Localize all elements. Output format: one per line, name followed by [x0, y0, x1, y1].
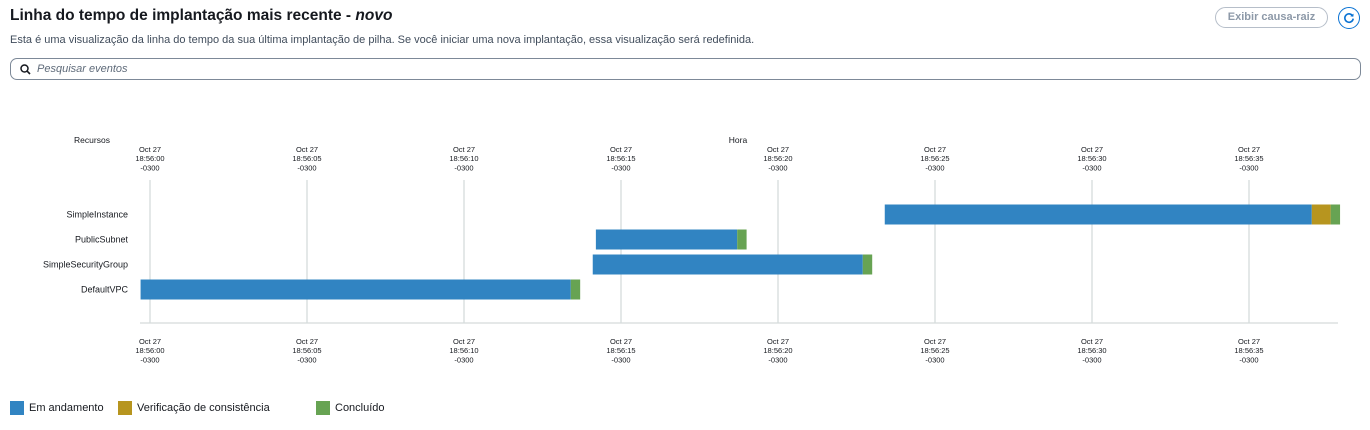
- page-title: Linha do tempo de implantação mais recen…: [10, 7, 392, 25]
- timeline-bar-complete[interactable]: [737, 229, 747, 250]
- legend: Em andamento Verificação de consistência…: [10, 401, 385, 415]
- timeline-bars: [140, 204, 1341, 300]
- timeline-bar-complete[interactable]: [862, 254, 873, 275]
- title-text: Linha do tempo de implantação mais recen…: [10, 7, 342, 24]
- title-new-badge: novo: [355, 7, 393, 24]
- legend-label-consistency: Verificação de consistência: [137, 402, 270, 414]
- legend-label-complete: Concluído: [335, 402, 385, 414]
- resource-label: DefaultVPC: [81, 285, 129, 295]
- top-tick-label: Oct 27 18:56:35 -0300: [1234, 145, 1263, 172]
- tick-labels: Oct 27 18:56:00 -0300 Oct 27 18:56:00 -0300 Oc…: [135, 145, 1263, 364]
- timeline-bar-consistency[interactable]: [1311, 204, 1331, 225]
- resource-labels: SimpleInstance PublicSubnet SimpleSecurity…: [43, 210, 129, 295]
- timeline-bar-in-progress[interactable]: [884, 204, 1312, 225]
- bottom-tick-label: Oct 27 18:56:00 -0300: [135, 337, 164, 364]
- refresh-button[interactable]: [1338, 7, 1360, 29]
- refresh-icon: [1343, 12, 1355, 24]
- view-root-cause-button[interactable]: Exibir causa-raiz: [1215, 7, 1328, 28]
- top-tick-label: Oct 27 18:56:05 -0300: [292, 145, 321, 172]
- resource-label: SimpleInstance: [66, 210, 128, 220]
- y-axis-label: Recursos: [74, 135, 110, 145]
- grid-lines: [149, 180, 1250, 323]
- search-placeholder: Pesquisar eventos: [37, 63, 128, 75]
- timeline-bar-in-progress[interactable]: [140, 279, 571, 300]
- bottom-tick-label: Oct 27 18:56:05 -0300: [292, 337, 321, 364]
- timeline-bar-in-progress[interactable]: [592, 254, 863, 275]
- top-tick-label: Oct 27 18:56:20 -0300: [763, 145, 792, 172]
- resource-label: SimpleSecurityGroup: [43, 260, 128, 270]
- x-axis-label: Hora: [729, 135, 748, 145]
- bottom-tick-label: Oct 27 18:56:30 -0300: [1077, 337, 1106, 364]
- resource-label: PublicSubnet: [75, 235, 129, 245]
- page-description: Esta é uma visualização da linha do temp…: [10, 34, 755, 46]
- timeline-bar-in-progress[interactable]: [595, 229, 738, 250]
- title-separator: -: [341, 7, 356, 24]
- bottom-tick-label: Oct 27 18:56:25 -0300: [920, 337, 949, 364]
- search-events-input[interactable]: Pesquisar eventos: [10, 58, 1361, 80]
- legend-swatch-complete: [316, 401, 330, 415]
- legend-swatch-consistency: [118, 401, 132, 415]
- legend-swatch-in-progress: [10, 401, 24, 415]
- bottom-tick-label: Oct 27 18:56:35 -0300: [1234, 337, 1263, 364]
- bottom-tick-label: Oct 27 18:56:10 -0300: [449, 337, 478, 364]
- legend-item-complete: Concluído: [316, 401, 385, 415]
- bottom-tick-label: Oct 27 18:56:15 -0300: [606, 337, 635, 364]
- top-tick-label: Oct 27 18:56:25 -0300: [920, 145, 949, 172]
- top-tick-label: Oct 27 18:56:00 -0300: [135, 145, 164, 172]
- legend-label-in-progress: Em andamento: [29, 402, 104, 414]
- timeline-bar-complete[interactable]: [1330, 204, 1341, 225]
- timeline-bar-complete[interactable]: [570, 279, 581, 300]
- top-tick-label: Oct 27 18:56:10 -0300: [449, 145, 478, 172]
- bottom-tick-label: Oct 27 18:56:20 -0300: [763, 337, 792, 364]
- legend-item-in-progress: Em andamento: [10, 401, 118, 415]
- search-icon: [20, 63, 31, 75]
- top-tick-label: Oct 27 18:56:15 -0300: [606, 145, 635, 172]
- top-tick-label: Oct 27 18:56:30 -0300: [1077, 145, 1106, 172]
- legend-item-consistency: Verificação de consistência: [118, 401, 316, 415]
